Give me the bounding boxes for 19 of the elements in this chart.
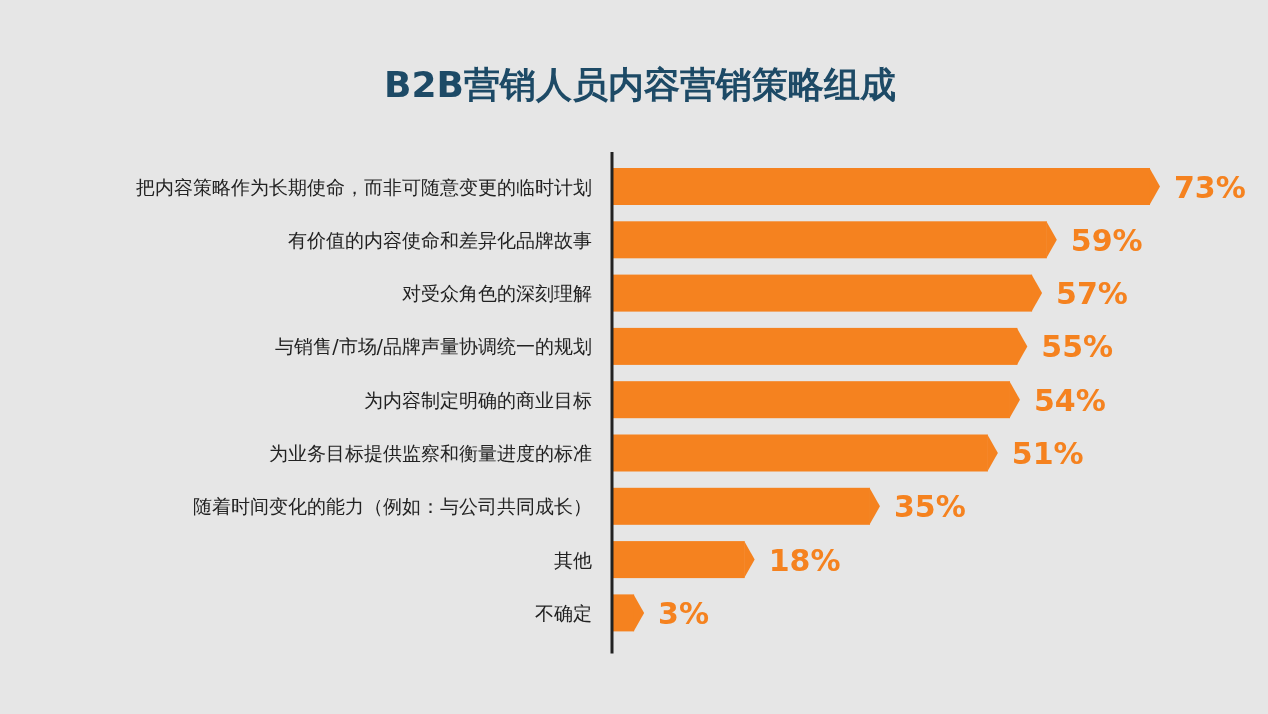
data-label: 3%	[658, 595, 710, 631]
y-tick-label: 有价值的内容使命和差异化品牌故事	[288, 228, 592, 251]
data-label: 73%	[1174, 169, 1246, 205]
y-tick-label: 不确定	[535, 601, 592, 624]
data-label: 54%	[1033, 382, 1106, 418]
y-tick-label: 为业务目标提供监察和衡量进度的标准	[269, 442, 592, 464]
y-tick-label: 其他	[554, 548, 592, 571]
y-tick-label: 对受众角色的深刻理解	[402, 282, 592, 305]
y-tick-label: 把内容策略作为长期使命，而非可随意变更的临时计划	[136, 175, 592, 198]
data-label: 57%	[1056, 276, 1128, 312]
data-label: 18%	[768, 542, 841, 578]
data-label: 35%	[893, 489, 966, 525]
data-label: 59%	[1070, 222, 1143, 258]
data-label: 55%	[1041, 329, 1114, 365]
chart-title: B2B营销人员内容营销策略组成	[384, 64, 896, 105]
y-tick-label: 为内容制定明确的商业目标	[364, 388, 592, 411]
data-label: 51%	[1011, 436, 1084, 471]
y-tick-label: 与销售/市场/品牌声量协调统一的规划	[275, 335, 592, 358]
y-tick-label: 随着时间变化的能力（例如：与公司共同成长）	[193, 495, 592, 518]
